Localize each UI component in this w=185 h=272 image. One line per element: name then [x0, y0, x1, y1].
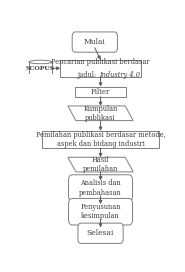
- Bar: [75, 87, 126, 97]
- Bar: [60, 60, 141, 77]
- Text: Penyusunan
kesimpulan: Penyusunan kesimpulan: [80, 203, 121, 220]
- Text: judul:: judul:: [78, 71, 99, 79]
- Text: Kumpulan
publikasi: Kumpulan publikasi: [83, 105, 118, 122]
- Text: Filter: Filter: [91, 88, 110, 96]
- Text: Pemilahan publikasi berdasar metode,
aspek dan bidang industri: Pemilahan publikasi berdasar metode, asp…: [36, 131, 165, 148]
- Text: Pencarian publikasi berdasar: Pencarian publikasi berdasar: [51, 58, 150, 66]
- FancyBboxPatch shape: [68, 175, 133, 201]
- FancyBboxPatch shape: [72, 32, 117, 52]
- Text: Industry 4.0: Industry 4.0: [99, 71, 140, 79]
- Bar: [28, 74, 53, 77]
- Polygon shape: [68, 157, 133, 172]
- FancyBboxPatch shape: [78, 223, 123, 243]
- Bar: [29, 62, 52, 75]
- Polygon shape: [68, 106, 133, 120]
- Text: Analisis dan
pembahasan: Analisis dan pembahasan: [79, 180, 122, 197]
- Text: Mulai: Mulai: [84, 38, 106, 46]
- Ellipse shape: [29, 60, 52, 64]
- FancyBboxPatch shape: [68, 199, 133, 225]
- Ellipse shape: [29, 73, 52, 76]
- Text: SCOPUS: SCOPUS: [26, 66, 55, 71]
- Bar: [42, 131, 159, 148]
- Text: Hasil
pemilahan: Hasil pemilahan: [83, 156, 118, 173]
- Text: Selesai: Selesai: [87, 229, 114, 237]
